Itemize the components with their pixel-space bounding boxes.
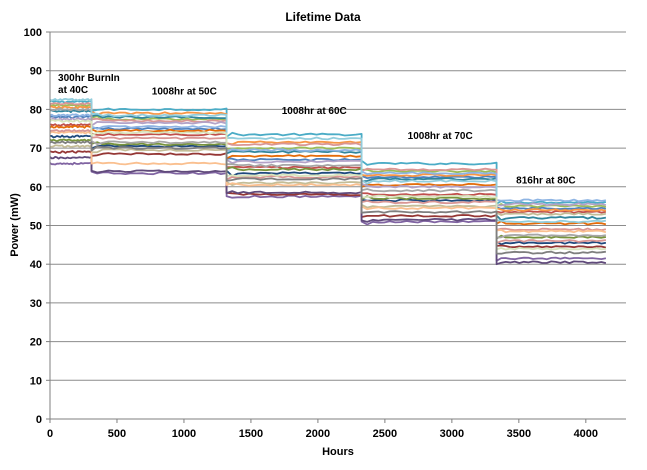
y-tick-label: 40 (30, 259, 42, 271)
y-tick-label: 90 (30, 66, 42, 78)
y-tick-label: 20 (30, 337, 42, 349)
y-tick-label: 80 (30, 104, 42, 116)
y-tick-label: 60 (30, 182, 42, 194)
series-line (49, 115, 607, 210)
series-line (49, 107, 607, 239)
series-line (49, 123, 607, 214)
series-line (49, 161, 607, 262)
y-tick-label: 50 (30, 221, 42, 233)
x-tick-label: 1500 (239, 428, 263, 440)
series-line (50, 144, 607, 216)
x-tick-label: 4000 (574, 428, 598, 440)
series-line (49, 130, 607, 234)
x-tick-label: 2500 (373, 428, 397, 440)
series-line (49, 128, 607, 244)
y-tick-label: 30 (30, 298, 42, 310)
y-tick-label: 10 (30, 375, 42, 387)
phase-annotation: 1008hr at 50C (152, 87, 217, 98)
phase-annotation: 816hr at 80C (516, 176, 575, 187)
series-line (49, 155, 607, 266)
x-tick-label: 0 (47, 428, 53, 440)
x-tick-label: 2000 (306, 428, 330, 440)
x-tick-label: 1000 (172, 428, 196, 440)
series-line (49, 98, 607, 224)
x-axis-title: Hours (322, 446, 354, 458)
series-line (49, 150, 607, 249)
series-line (49, 103, 607, 208)
series-line (49, 117, 607, 207)
phase-annotation: 1008hr at 70C (408, 131, 473, 142)
series-line (49, 99, 607, 205)
phase-annotation: 300hr BurnIn (58, 73, 120, 84)
series-line (49, 140, 607, 255)
series-line (50, 109, 607, 221)
y-axis-title: Power (mW) (9, 193, 21, 257)
x-tick-label: 500 (108, 428, 126, 440)
series-line (49, 105, 607, 212)
series-line (49, 113, 607, 203)
series-line (49, 138, 607, 240)
x-tick-label: 3500 (507, 428, 531, 440)
phase-annotation: 1008hr at 60C (282, 106, 347, 117)
y-tick-label: 70 (30, 143, 42, 155)
series-line (49, 125, 607, 226)
series-line (49, 101, 607, 232)
series-lines (49, 98, 607, 266)
x-tick-label: 3000 (440, 428, 464, 440)
phase-annotation: at 40C (58, 85, 88, 96)
y-tick-label: 0 (36, 414, 42, 426)
chart-title: Lifetime Data (285, 10, 361, 24)
y-tick-label: 100 (24, 27, 42, 39)
series-line (49, 134, 607, 246)
series-line (49, 119, 607, 251)
